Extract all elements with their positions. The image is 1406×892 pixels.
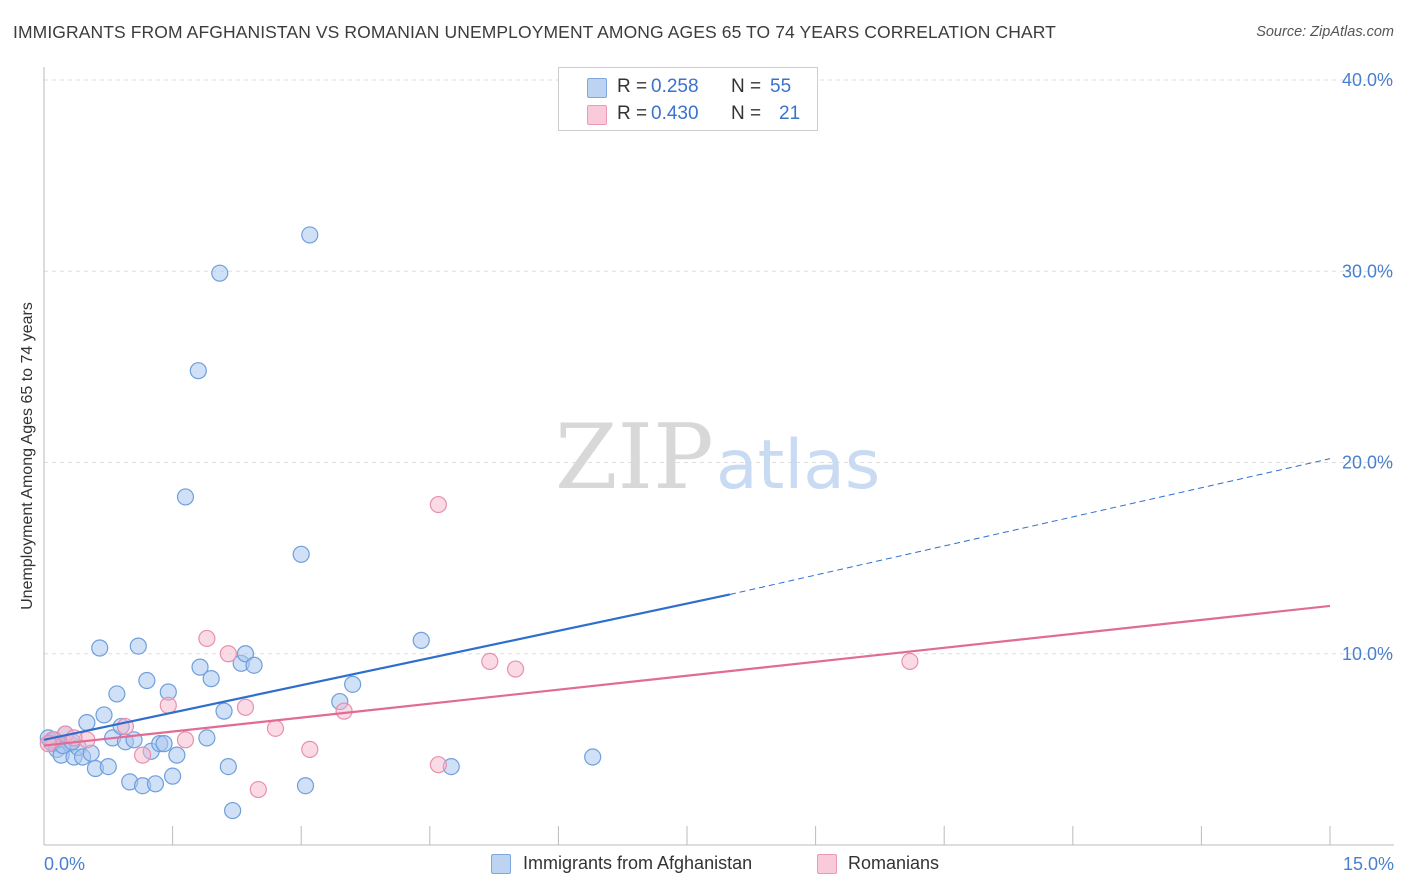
data-point-romanians xyxy=(481,652,499,671)
watermark: ZIP atlas xyxy=(555,405,880,510)
trend-line-afghanistan-extension xyxy=(729,458,1331,595)
data-point-afghanistan xyxy=(296,777,315,795)
data-point-afghanistan xyxy=(95,706,113,724)
data-point-afghanistan xyxy=(202,670,220,688)
data-point-afghanistan xyxy=(301,226,319,244)
series-legend-label-romanians: Romanians xyxy=(848,853,940,873)
series-legend-label-afghanistan: Immigrants from Afghanistan xyxy=(523,853,753,873)
x-tick-label-min: 0.0% xyxy=(44,854,85,874)
data-point-romanians xyxy=(133,746,152,764)
y-tick-label: 20.0% xyxy=(1342,453,1393,473)
series-legend-swatch-afghanistan xyxy=(491,854,511,874)
data-point-afghanistan xyxy=(245,656,263,674)
y-tick-label: 30.0% xyxy=(1342,261,1393,281)
data-point-afghanistan xyxy=(191,658,209,676)
data-point-afghanistan xyxy=(219,757,237,776)
legend-n-value: 55 xyxy=(770,76,792,97)
data-point-afghanistan xyxy=(99,757,117,776)
trend-lines xyxy=(43,458,1331,747)
axes xyxy=(43,67,1394,846)
x-tick-label-max: 15.0% xyxy=(1343,854,1394,874)
data-point-romanians xyxy=(266,719,285,737)
data-point-afghanistan xyxy=(91,639,109,657)
series-romanians-points xyxy=(39,495,919,799)
data-point-afghanistan xyxy=(211,264,229,282)
data-point-afghanistan xyxy=(168,746,186,764)
source-credit: Source: ZipAtlas.com xyxy=(1256,24,1394,40)
trend-line-romanians xyxy=(43,604,1331,747)
watermark-atlas: atlas xyxy=(716,426,880,505)
data-point-romanians xyxy=(301,740,319,758)
data-point-afghanistan xyxy=(236,645,255,663)
y-tick-labels: 10.0% 20.0% 30.0% 40.0% xyxy=(1342,70,1393,664)
data-point-afghanistan xyxy=(198,729,216,747)
data-point-afghanistan xyxy=(189,362,207,380)
data-point-romanians xyxy=(901,652,919,671)
data-point-romanians xyxy=(219,645,237,663)
data-point-afghanistan xyxy=(108,685,126,703)
legend-r-value: 0.430 xyxy=(651,103,699,124)
data-point-afghanistan xyxy=(176,488,195,506)
data-point-afghanistan xyxy=(344,675,362,693)
data-point-afghanistan xyxy=(129,637,147,655)
data-point-romanians xyxy=(335,702,353,720)
data-point-romanians xyxy=(176,731,195,749)
series-legend-swatch-romanians xyxy=(817,854,837,874)
data-point-romanians xyxy=(198,629,216,648)
correlation-legend: R = 0.258 N = 55 R = 0.430 N = 21 xyxy=(558,67,818,131)
data-point-afghanistan xyxy=(412,631,430,649)
data-point-afghanistan xyxy=(215,702,233,720)
data-point-romanians xyxy=(429,495,447,514)
legend-n-label: N = xyxy=(731,103,762,124)
y-tick-label: 10.0% xyxy=(1342,644,1393,664)
trend-line-afghanistan xyxy=(43,593,731,741)
data-point-afghanistan xyxy=(292,545,310,563)
data-point-romanians xyxy=(429,756,447,774)
watermark-zip: ZIP xyxy=(555,405,714,510)
legend-swatch-blue xyxy=(587,78,607,98)
y-tick-label: 40.0% xyxy=(1342,70,1393,90)
grid-lines xyxy=(44,79,1394,655)
data-point-afghanistan xyxy=(78,713,96,732)
chart-title: IMMIGRANTS FROM AFGHANISTAN VS ROMANIAN … xyxy=(13,22,1056,42)
legend-r-label: R = xyxy=(617,103,648,124)
data-point-afghanistan xyxy=(584,748,602,766)
data-point-romanians xyxy=(249,780,267,799)
legend-n-value: 21 xyxy=(779,103,801,124)
legend-r-label: R = xyxy=(617,76,648,97)
data-point-afghanistan xyxy=(146,775,165,793)
data-point-romanians xyxy=(506,660,525,678)
data-point-afghanistan xyxy=(224,801,242,820)
data-point-afghanistan xyxy=(138,671,156,690)
series-legend: Immigrants from Afghanistan Romanians xyxy=(490,851,970,875)
legend-r-value: 0.258 xyxy=(651,76,699,97)
data-point-afghanistan xyxy=(164,767,182,785)
data-point-afghanistan xyxy=(155,735,173,753)
legend-n-label: N = xyxy=(731,76,762,97)
legend-swatch-pink xyxy=(587,105,607,125)
data-point-romanians xyxy=(236,698,255,716)
x-tick-marks xyxy=(172,826,1331,845)
data-point-romanians xyxy=(159,696,177,714)
